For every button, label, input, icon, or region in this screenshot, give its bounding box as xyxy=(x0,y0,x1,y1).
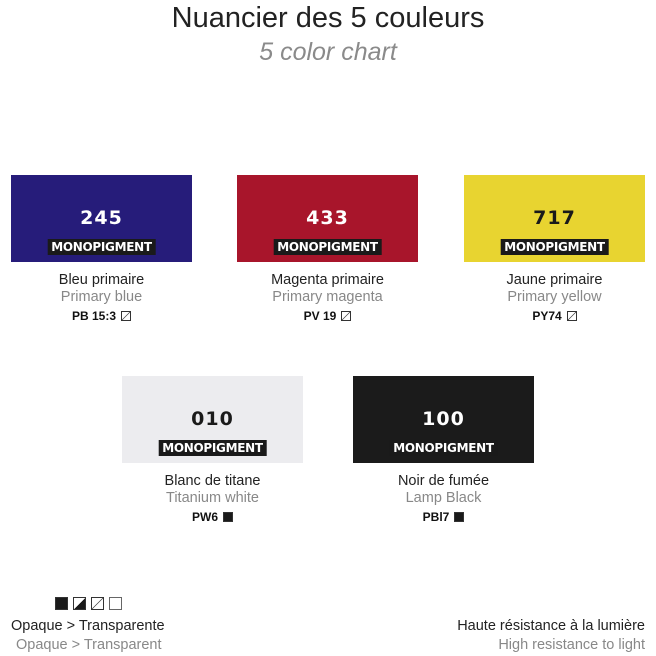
pigment-code: PW6 xyxy=(191,510,218,524)
semi-transparent-icon xyxy=(121,311,132,321)
pigment-code-row: PBl7 xyxy=(353,510,534,524)
pigment-code-row: PV 19 xyxy=(237,309,418,323)
opacity-legend-icons xyxy=(55,597,122,610)
color-name-fr: Noir de fumée xyxy=(397,473,490,489)
color-name-en: Primary yellow xyxy=(507,289,602,305)
color-name-en: Titanium white xyxy=(166,490,259,506)
transparent-icon xyxy=(109,597,122,610)
color-number: 010 xyxy=(191,408,234,430)
color-card: 010 MONOPIGMENT Blanc de titane Titanium… xyxy=(122,376,303,524)
pigment-code: PB 15:3 xyxy=(71,309,117,323)
opaque-icon xyxy=(223,512,233,522)
semi-transparent-icon xyxy=(341,311,352,321)
monopigment-badge: MONOPIGMENT xyxy=(47,239,156,255)
opaque-icon xyxy=(454,512,465,522)
color-name-fr: Magenta primaire xyxy=(271,272,384,288)
pigment-code-row: PW6 xyxy=(122,510,303,524)
opacity-legend-en: Opaque > Transparent xyxy=(16,637,162,653)
color-name-en: Lamp Black xyxy=(405,490,482,506)
pigment-code: PBl7 xyxy=(422,510,450,524)
pigment-code-row: PY74 xyxy=(464,309,645,323)
color-swatch: 100 MONOPIGMENT xyxy=(353,376,534,463)
color-swatch: 010 MONOPIGMENT xyxy=(122,376,303,463)
semi-opaque-icon xyxy=(73,597,86,610)
color-name-en: Primary blue xyxy=(60,289,143,305)
color-name-fr: Bleu primaire xyxy=(58,272,145,288)
semi-transparent-icon xyxy=(91,597,104,610)
page-subtitle: 5 color chart xyxy=(259,38,397,66)
color-name-fr: Jaune primaire xyxy=(506,272,603,288)
monopigment-badge: MONOPIGMENT xyxy=(158,440,267,456)
pigment-code: PV 19 xyxy=(303,309,337,323)
color-card: 100 MONOPIGMENT Noir de fumée Lamp Black… xyxy=(353,376,534,524)
color-swatch: 245 MONOPIGMENT xyxy=(11,175,192,262)
color-number: 717 xyxy=(533,207,576,229)
light-legend-fr: Haute résistance à la lumière xyxy=(457,618,645,634)
color-number: 433 xyxy=(306,207,349,229)
light-legend-en: High resistance to light xyxy=(498,637,645,653)
monopigment-badge: MONOPIGMENT xyxy=(273,239,382,255)
pigment-code-row: PB 15:3 xyxy=(11,309,192,323)
color-swatch: 717 MONOPIGMENT xyxy=(464,175,645,262)
monopigment-badge: MONOPIGMENT xyxy=(500,239,609,255)
opacity-legend-fr: Opaque > Transparente xyxy=(11,618,165,634)
color-number: 100 xyxy=(422,408,465,430)
color-card: 245 MONOPIGMENT Bleu primaire Primary bl… xyxy=(11,175,192,323)
color-card: 717 MONOPIGMENT Jaune primaire Primary y… xyxy=(464,175,645,323)
monopigment-badge: MONOPIGMENT xyxy=(389,440,498,456)
semi-transparent-icon xyxy=(566,311,577,321)
pigment-code: PY74 xyxy=(532,309,562,323)
color-number: 245 xyxy=(80,207,123,229)
color-swatch: 433 MONOPIGMENT xyxy=(237,175,418,262)
color-name-en: Primary magenta xyxy=(272,289,383,305)
page-title: Nuancier des 5 couleurs xyxy=(171,2,485,34)
color-card: 433 MONOPIGMENT Magenta primaire Primary… xyxy=(237,175,418,323)
opaque-icon xyxy=(55,597,68,610)
color-name-fr: Blanc de titane xyxy=(164,473,261,489)
